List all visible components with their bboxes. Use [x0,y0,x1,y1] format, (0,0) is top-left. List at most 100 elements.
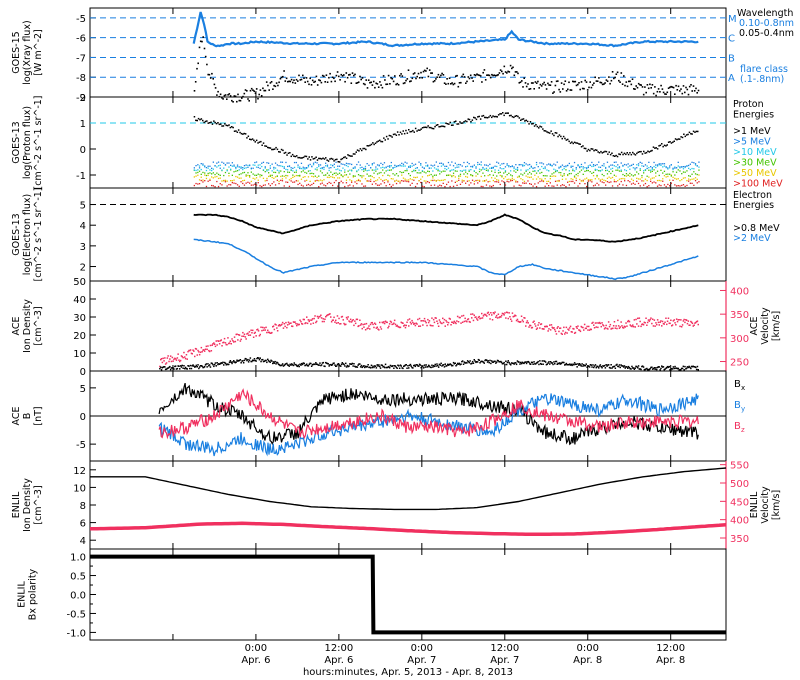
ace-density-series-point [673,367,675,370]
ace-velocity-series-point [468,320,471,323]
proton-series-2-point [522,174,524,176]
proton-1mev-series-point [503,114,505,117]
ace-velocity-series-point [471,313,474,315]
proton-series-3-point [656,165,659,167]
ace-velocity-series-point [332,319,334,321]
proton-series-0-point [200,179,202,182]
ace-velocity-series-point [402,322,404,324]
ace-velocity-series-point [174,358,177,360]
xray-short-series-point [250,87,253,90]
ace-velocity-series-point [389,320,392,323]
proton-series-4-point [558,167,560,169]
proton-series-1-point [233,179,235,181]
ace-velocity-series-point [582,326,584,329]
ace-velocity-series-point [471,317,473,319]
ace-density-series-point [242,362,245,364]
proton-series-1-point [539,178,541,180]
proton-series-1-point [257,179,259,181]
ace-velocity-series-point [367,327,369,329]
xray-short-series-point [268,89,270,91]
xray-short-series-point [542,83,544,85]
ace-velocity-series-point [583,329,585,331]
proton-series-3-point [297,166,299,168]
ace-velocity-series-point [612,325,615,327]
ace-density-series-point [459,363,461,366]
xray-short-series-point [369,81,371,84]
ace-density-series-point [505,360,507,362]
proton-series-0-point [601,181,603,183]
ace-density-series-point [411,366,413,369]
proton-series-2-point [532,170,534,172]
proton-series-2-point [471,174,474,177]
proton-1mev-series-point [618,153,620,155]
ace-velocity-series-point [513,315,515,318]
proton-series-4-point [529,163,531,166]
proton-series-2-point [584,170,586,172]
proton-series-3-point [198,165,201,167]
proton-series-4-point [546,164,548,166]
proton-series-0-point [224,181,227,183]
proton-series-4-point [425,162,427,164]
proton-series-0-point [209,179,211,181]
ace-velocity-series-point [300,320,302,323]
proton-series-0-point [318,186,320,188]
ace-velocity-series-point [395,325,398,327]
ace-velocity-series-point [399,326,402,329]
xray-short-series-point [416,75,418,78]
ace-density-series-point [468,361,471,364]
proton-series-2-point [466,173,469,175]
ace-velocity-series-point [501,312,504,315]
proton-series-3-point [624,169,626,171]
proton-series-2-point [465,171,467,173]
xray-ylabel-line: GOES-15 [11,31,22,73]
proton-series-1-point [292,176,294,178]
proton-1mev-series-point [449,121,451,124]
ace-velocity-series-point [603,328,606,330]
ace-density-series-point [405,364,407,366]
ace-density-series-point [414,365,417,368]
proton-series-1-point [285,177,287,179]
proton-series-4-point [427,164,429,166]
proton-1mev-series-point [572,142,574,145]
ace-velocity-series-point [308,320,310,323]
xray-short-series-point [310,84,313,86]
ace-density-series-point [476,361,478,363]
proton-series-0-point [252,184,254,186]
xray-short-series-point [222,98,224,100]
ace-density-series-point [247,358,249,361]
ace-density-series-point [498,361,500,363]
ace-density-series-point [290,364,292,366]
proton-1mev-series-point [658,145,660,147]
ace-density-series-point [308,363,310,366]
proton-1mev-series-point [246,137,248,139]
proton-1mev-series-point [540,126,543,128]
proton-series-2-point [539,172,541,174]
ace-density-series-point [545,363,548,366]
proton-series-1-point [478,179,481,181]
proton-series-4-point [312,162,315,164]
proton-series-0-point [271,183,273,185]
proton-series-2-point [693,171,695,173]
ace-density-series-point [603,364,606,367]
ace-velocity-series-point [680,326,683,328]
proton-series-4-point [211,167,213,169]
xray-short-series-point [568,81,570,84]
proton-series-3-point [629,168,631,170]
ace-density-series-point [292,364,295,367]
ace-velocity-series-point [409,321,412,324]
proton-series-2-point [458,175,460,177]
proton-series-0-point [461,181,463,183]
proton-series-1-point [204,174,206,176]
proton-1mev-series-point [249,138,251,140]
proton-series-3-point [383,167,386,169]
xray-short-series-point [244,89,247,91]
proton-series-4-point [376,164,379,166]
proton-series-4-point [439,162,441,164]
ace-velocity-series-point [574,331,577,334]
ace-density-series-point [213,365,215,368]
proton-series-4-point [452,165,455,167]
ace-density-series-point [473,359,475,361]
ace-density-series-point [500,360,502,363]
proton-series-3-point [223,167,225,169]
